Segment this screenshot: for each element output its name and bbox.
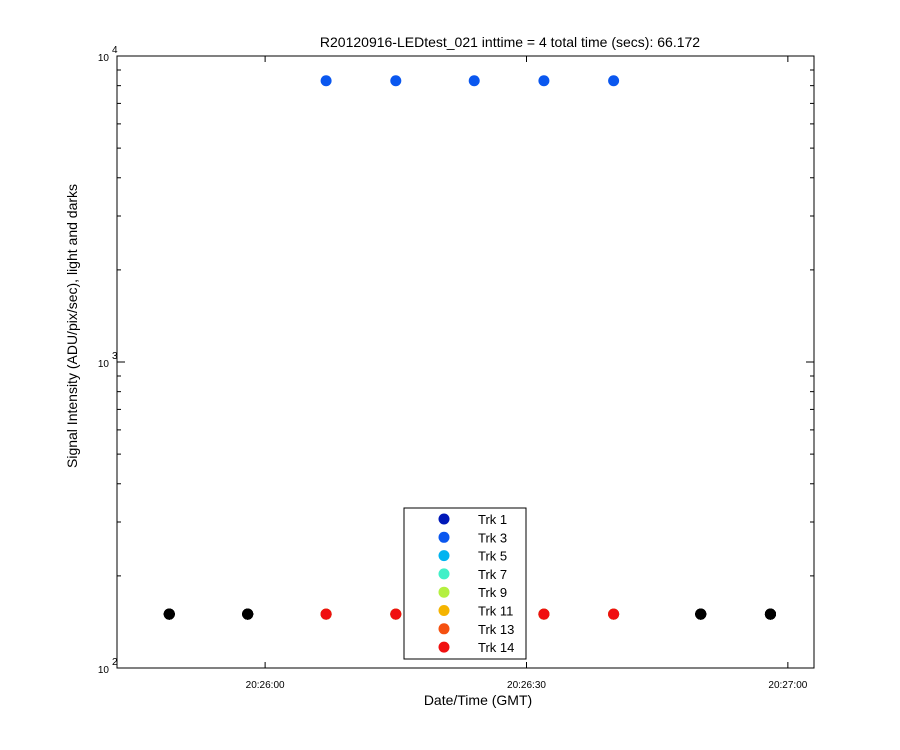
- legend-marker: [438, 550, 450, 562]
- data-point: [468, 75, 480, 87]
- y-tick-label: 10: [98, 359, 110, 370]
- y-tick-exponent: 3: [112, 351, 118, 362]
- legend-box: [403, 507, 527, 660]
- data-point: [390, 75, 402, 87]
- legend-marker: [438, 568, 450, 580]
- legend-marker: [438, 513, 450, 525]
- legend-marker: [438, 531, 450, 543]
- dark-point: [163, 608, 175, 620]
- data-point: [320, 608, 332, 620]
- legend-marker: [438, 641, 450, 653]
- y-tick-label: 10: [98, 665, 110, 676]
- data-point: [538, 75, 550, 87]
- y-tick-exponent: 2: [112, 657, 118, 668]
- legend-marker: [438, 605, 450, 616]
- legend: Trk 1 Trk 3 Trk 5 Trk 7 Trk 9 Trk 11 Trk 13 Trk…: [403, 507, 527, 660]
- legend-label: Trk 14: [478, 640, 514, 655]
- data-point: [608, 608, 620, 620]
- legend-label: Trk 13: [478, 622, 514, 637]
- chart-title: R20120916-LEDtest_021 inttime = 4 total …: [320, 34, 700, 50]
- dark-point: [695, 608, 707, 620]
- y-axis-label: Signal Intensity (ADU/pix/sec), light an…: [64, 184, 80, 468]
- data-point: [538, 608, 550, 620]
- x-tick-label: 20:26:00: [246, 680, 285, 691]
- x-axis: 20:26:00 20:26:30 20:27:00: [246, 56, 808, 691]
- data-point: [390, 608, 402, 620]
- dark-points-group: [163, 608, 776, 620]
- data-point: [320, 75, 332, 87]
- legend-marker: [438, 623, 450, 635]
- legend-label: Trk 7: [478, 567, 507, 582]
- legend-label: Trk 1: [478, 512, 507, 527]
- dark-point: [242, 608, 254, 620]
- y-tick-label: 10: [98, 53, 110, 64]
- y-tick-exponent: 4: [112, 45, 118, 56]
- x-tick-label: 20:27:00: [768, 680, 807, 691]
- legend-label: Trk 3: [478, 530, 507, 545]
- x-tick-label: 20:26:30: [507, 680, 546, 691]
- legend-label: Trk 5: [478, 549, 507, 564]
- legend-marker: [438, 586, 450, 598]
- dark-point: [764, 608, 776, 620]
- x-axis-label: Date/Time (GMT): [424, 692, 532, 708]
- data-point: [608, 75, 620, 87]
- legend-label: Trk 11: [478, 604, 513, 619]
- legend-label: Trk 9: [478, 585, 507, 600]
